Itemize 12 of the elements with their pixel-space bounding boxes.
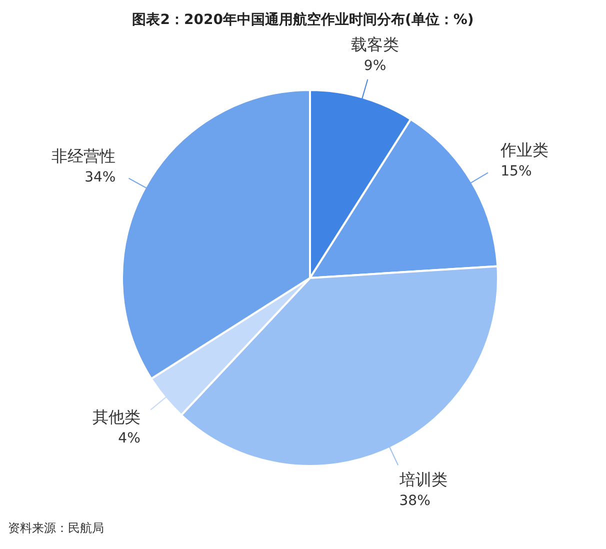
data-label: 15%	[500, 163, 532, 180]
data-label: 9%	[364, 58, 386, 74]
slice-label: 非经营性	[52, 146, 116, 166]
chart-title: 图表2：2020年中国通用航空作业时间分布(单位：%)	[132, 11, 474, 28]
text: 资料来源：民航局	[8, 521, 104, 535]
data-label: 4%	[118, 430, 140, 447]
slice-label: 培训类	[398, 470, 448, 489]
slice-label: 作业类	[500, 140, 549, 160]
slice-label: 其他类	[92, 408, 140, 427]
slice-label: 载客类	[351, 35, 400, 54]
data-label: 38%	[399, 492, 430, 509]
data-label: 34%	[84, 170, 116, 186]
